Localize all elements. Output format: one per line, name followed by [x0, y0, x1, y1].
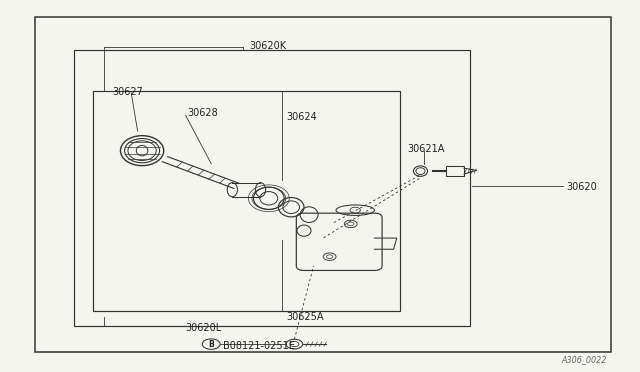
Text: B: B: [209, 340, 214, 349]
Text: B08121-0251E: B08121-0251E: [223, 341, 294, 351]
Text: 30620L: 30620L: [186, 323, 222, 333]
Text: 30627: 30627: [112, 87, 143, 96]
Text: 30624: 30624: [287, 112, 317, 122]
Text: 30621A: 30621A: [407, 144, 444, 154]
Text: A306_0022: A306_0022: [561, 356, 607, 365]
Text: 30620: 30620: [566, 182, 597, 192]
Bar: [74, 50, 470, 326]
Text: 30620K: 30620K: [250, 41, 287, 51]
Bar: [446, 166, 464, 176]
Text: 30628: 30628: [187, 108, 218, 118]
Text: 30625A: 30625A: [287, 312, 324, 322]
Bar: [93, 91, 400, 311]
